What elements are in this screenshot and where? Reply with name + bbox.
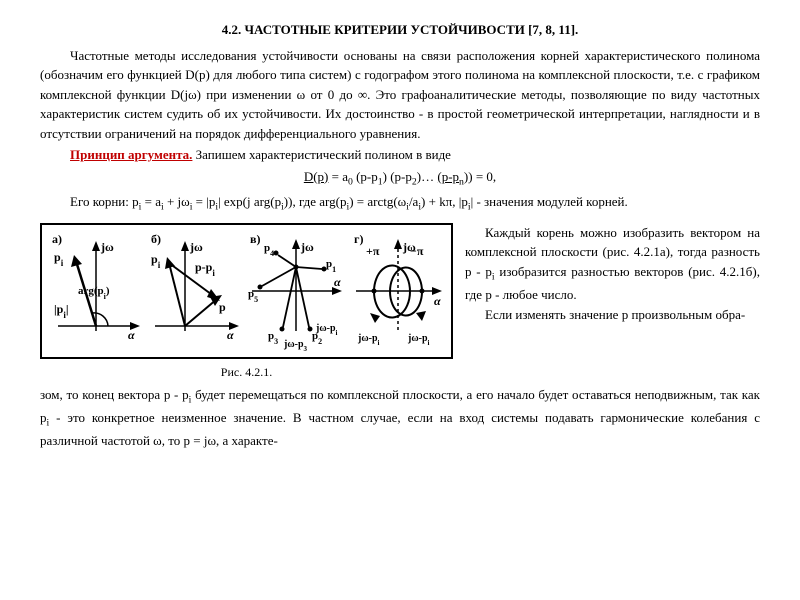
pb-p: p bbox=[219, 300, 226, 314]
principle-line: Принцип аргумента. Запишем характеристич… bbox=[40, 145, 760, 165]
right-text: Каждый корень мож­но изобразить вектором… bbox=[465, 223, 760, 381]
right-p1-b: изобразится разностью векторов (рис. 4.2… bbox=[465, 264, 760, 302]
pa-arg: arg(pi) bbox=[78, 285, 110, 301]
axis-jw-c: jω bbox=[300, 240, 314, 254]
panel-b-svg: б) jω α pi p bbox=[147, 231, 242, 351]
paragraph-1: Частотные методы исследования устойчивос… bbox=[40, 46, 760, 144]
roots-pre: Его корни: p bbox=[70, 194, 139, 209]
formula-f1: (p-p bbox=[353, 169, 378, 184]
pc-p3: p3 bbox=[268, 330, 278, 346]
axis-alpha-d: α bbox=[434, 294, 441, 308]
axis-jw-b: jω bbox=[189, 240, 203, 254]
paragraph-roots: Его корни: pi = ai + jωi = |pi| exp(j ar… bbox=[40, 192, 760, 215]
pa-pi: pi bbox=[54, 250, 64, 268]
panel-d: г) jω α +π −π bbox=[350, 231, 445, 351]
roots-m8: ) + kπ, |p bbox=[421, 194, 468, 209]
pc-p4: p4 bbox=[264, 242, 274, 258]
formula-end: ) = 0, bbox=[468, 169, 496, 184]
after-p1-c: - это конкретное неизменное значение. В … bbox=[40, 410, 760, 448]
panel-b-label: б) bbox=[151, 232, 161, 246]
figure-text-wrap: а) jω α pi arg(pi) |pi| bbox=[40, 223, 760, 381]
formula-tail: (p-p bbox=[437, 169, 459, 184]
pd-minus-pi: −π bbox=[410, 244, 424, 258]
formula-lhs: D(p) bbox=[304, 169, 329, 184]
pc-jwp: jω-pi bbox=[315, 323, 338, 337]
formula-a: = a bbox=[328, 169, 348, 184]
roots-m7: /a bbox=[409, 194, 418, 209]
formula-1: D(p) = a0 (p-p1) (p-p2)… (p-pn)) = 0, bbox=[40, 167, 760, 190]
formula-f3: )… bbox=[417, 169, 438, 184]
right-para-2: Если изменять значе­ние p произвольным о… bbox=[465, 305, 760, 325]
right-para-1: Каждый корень мож­но изобразить вектором… bbox=[465, 223, 760, 305]
panel-c: в) jω α p1 p2 bbox=[246, 231, 346, 351]
panel-a-label: а) bbox=[52, 232, 62, 246]
principle-label: Принцип аргумента. bbox=[70, 147, 192, 162]
panel-d-svg: г) jω α +π −π bbox=[350, 231, 445, 351]
roots-m2: + jω bbox=[164, 194, 190, 209]
axis-alpha-a: α bbox=[128, 328, 135, 342]
roots-m5: )), где arg(p bbox=[284, 194, 347, 209]
axis-jw-a: jω bbox=[100, 240, 114, 254]
pb-pi: pi bbox=[151, 252, 161, 270]
pd-jwp-l: jω-pi bbox=[357, 333, 380, 347]
after-p1-a: зом, то конец вектора p - p bbox=[40, 387, 189, 402]
pa-abs: |pi| bbox=[54, 302, 69, 320]
roots-m6: ) = arctg(ω bbox=[349, 194, 406, 209]
panel-c-label: в) bbox=[250, 232, 260, 246]
panel-b: б) jω α pi p bbox=[147, 231, 242, 351]
roots-tail: | - значения моду­лей корней. bbox=[471, 194, 628, 209]
section-title: 4.2. ЧАСТОТНЫЕ КРИТЕРИИ УСТОЙЧИВОСТИ [7,… bbox=[40, 20, 760, 40]
panel-c-svg: в) jω α p1 p2 bbox=[246, 231, 346, 351]
principle-tail: Запишем характеристический полином в вид… bbox=[192, 147, 451, 162]
figure-caption: Рис. 4.2.1. bbox=[40, 363, 453, 381]
roots-m4: | exp(j arg(p bbox=[218, 194, 281, 209]
roots-m3: = |p bbox=[192, 194, 215, 209]
panel-d-label: г) bbox=[354, 232, 363, 246]
pc-p1: p1 bbox=[326, 258, 336, 274]
after-figure: зом, то конец вектора p - pi будет перем… bbox=[40, 385, 760, 451]
formula-f2: ) (p-p bbox=[383, 169, 412, 184]
panel-a: а) jω α pi arg(pi) |pi| bbox=[48, 231, 143, 351]
pc-jwp3: jω-p3 bbox=[283, 339, 308, 351]
pd-plus-pi: +π bbox=[366, 244, 380, 258]
pb-ppi: p-pi bbox=[195, 260, 215, 278]
figure-box: а) jω α pi arg(pi) |pi| bbox=[40, 223, 453, 381]
panel-a-svg: а) jω α pi arg(pi) |pi| bbox=[48, 231, 143, 351]
pd-jwp-r: jω-pi bbox=[407, 333, 430, 347]
figure-frame: а) jω α pi arg(pi) |pi| bbox=[40, 223, 453, 359]
axis-alpha-c: α bbox=[334, 275, 341, 289]
axis-alpha-b: α bbox=[227, 328, 234, 342]
after-para-1: зом, то конец вектора p - pi будет перем… bbox=[40, 385, 760, 451]
roots-m1: = a bbox=[141, 194, 161, 209]
